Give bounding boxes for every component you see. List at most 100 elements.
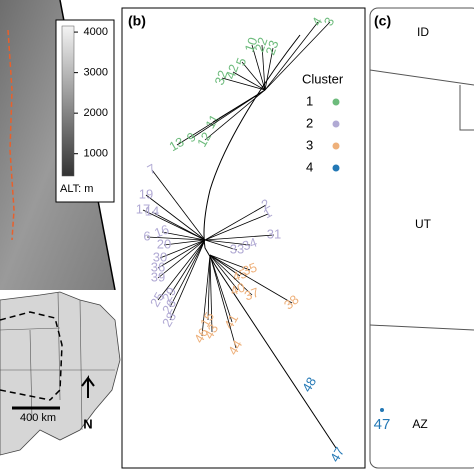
leaf-label: 34 xyxy=(240,234,259,253)
branch xyxy=(209,254,293,304)
branch xyxy=(151,169,206,241)
leaf-label: 36 xyxy=(151,259,165,274)
route xyxy=(7,29,15,241)
study-area xyxy=(0,311,63,401)
branch xyxy=(157,239,206,301)
leaf-label: 16 xyxy=(152,221,171,240)
state-label: AZ xyxy=(412,417,427,431)
branch xyxy=(209,254,253,296)
leaf-label: 10 xyxy=(241,35,260,54)
leaf-label: 22 xyxy=(251,35,270,54)
legend-dot xyxy=(332,142,340,150)
branch xyxy=(264,47,274,91)
branch xyxy=(169,239,206,321)
branch xyxy=(204,239,238,251)
leaf-label: 20 xyxy=(157,236,171,251)
site-label: 47 xyxy=(374,416,391,433)
leaf-label: 41 xyxy=(221,311,241,331)
leaf-label: 19 xyxy=(139,186,153,201)
colorbar-tick-label: 2000 xyxy=(84,107,108,119)
branch xyxy=(163,239,206,246)
branch xyxy=(209,254,251,271)
state-label: UT xyxy=(415,217,432,231)
leaf-label: 23 xyxy=(262,38,281,57)
leaf-label: 48 xyxy=(299,374,319,394)
leaf-label: 42 xyxy=(222,62,241,81)
leaf-label: 33 xyxy=(230,241,244,256)
panel-c: (c) ID UT AZ 47 xyxy=(369,7,474,469)
state-borders xyxy=(369,69,474,331)
branch xyxy=(264,21,331,91)
colorbar-tick-label: 1000 xyxy=(84,148,108,160)
branch xyxy=(241,61,266,91)
leaf-label: 15 xyxy=(197,309,217,329)
site-dot xyxy=(380,408,384,412)
leaf-label: 44 xyxy=(225,337,245,357)
state-lines xyxy=(0,291,115,431)
branch xyxy=(157,239,206,279)
branch xyxy=(261,44,266,91)
leaf-label: 37 xyxy=(242,284,261,303)
branch xyxy=(209,254,241,277)
north-label: N xyxy=(83,416,92,431)
leaf-label: 13 xyxy=(166,134,186,154)
panel-label: (b) xyxy=(128,13,146,29)
legend-dot xyxy=(332,98,340,106)
panel-c-frame xyxy=(369,7,474,469)
branch xyxy=(251,44,266,91)
panel-label: (c) xyxy=(374,13,391,29)
leaf-label: 14 xyxy=(145,203,159,218)
branch xyxy=(159,239,206,259)
leaf-label: 28 xyxy=(159,309,179,329)
legend-label: 1 xyxy=(306,93,313,108)
branch xyxy=(145,194,206,241)
branch xyxy=(221,77,266,91)
branch xyxy=(204,89,266,141)
leaf-label: 12 xyxy=(194,129,214,149)
leaf-label: 30 xyxy=(153,249,167,264)
branch xyxy=(207,254,211,321)
leaf-label: 40 xyxy=(228,279,247,298)
leaf-label: 45 xyxy=(230,265,249,284)
branch xyxy=(146,236,206,241)
scale-label: 400 km xyxy=(20,412,56,424)
leaf-label: 43 xyxy=(201,321,221,341)
branch xyxy=(169,239,206,308)
colorbar-tick-label: 4000 xyxy=(84,26,108,38)
branch xyxy=(204,234,275,241)
branch xyxy=(204,239,251,246)
leaf-label: 17 xyxy=(136,201,150,216)
leaf-label: 5 xyxy=(233,56,250,68)
leaf-label: 35 xyxy=(240,259,259,278)
colorbar-tick-label: 3000 xyxy=(84,67,108,79)
branch xyxy=(204,213,269,241)
branch xyxy=(191,89,266,139)
branch xyxy=(169,239,206,296)
legend-title: Cluster xyxy=(302,71,344,86)
branch xyxy=(157,239,206,269)
branch xyxy=(209,254,239,291)
legend-dot xyxy=(332,120,340,128)
branch xyxy=(264,21,319,91)
leaf-label: 46 xyxy=(191,325,211,345)
branch xyxy=(161,231,206,241)
colorbar-unit: ALT: m xyxy=(60,183,93,195)
colorbar xyxy=(61,25,75,177)
legend-dot xyxy=(332,164,340,172)
branch xyxy=(142,209,206,241)
leaf-label: 31 xyxy=(267,226,281,241)
branch xyxy=(201,254,211,337)
branch xyxy=(204,204,267,241)
leaf-label: 6 xyxy=(143,228,150,243)
north-arrow xyxy=(81,375,95,398)
leaf-label: 39 xyxy=(151,269,165,284)
branch xyxy=(232,71,266,91)
branch xyxy=(151,211,206,241)
branch xyxy=(209,254,237,349)
leaf-label: 25 xyxy=(147,289,167,309)
branch xyxy=(209,254,213,333)
panel-a: ALT: m 400 km N 1000 2000 3000 4000 xyxy=(0,0,121,470)
legend-label: 2 xyxy=(306,115,313,130)
